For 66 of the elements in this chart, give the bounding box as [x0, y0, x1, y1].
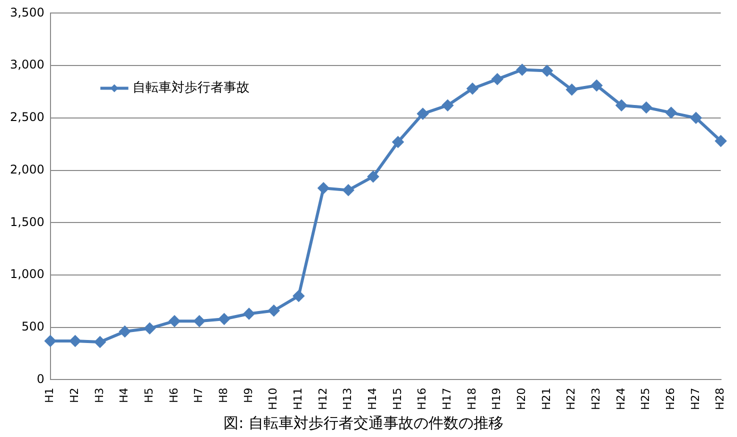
x-tick-label: H3 — [92, 388, 106, 404]
y-tick-label: 3,000 — [10, 58, 44, 72]
x-tick-label: H5 — [142, 388, 156, 404]
x-tick-label: H8 — [217, 388, 230, 404]
x-tick-label: H26 — [664, 388, 677, 410]
x-tick-label: H7 — [192, 388, 206, 404]
point — [342, 184, 354, 196]
x-tick-label: H11 — [292, 388, 305, 410]
x-tick-label: H20 — [515, 388, 528, 410]
point — [466, 83, 478, 94]
y-tick-label: 1,000 — [10, 267, 44, 282]
point — [715, 135, 726, 146]
point — [417, 108, 428, 120]
point — [442, 100, 454, 111]
text: 図: 自転車対歩行者交通事故の件数の推移 — [224, 414, 504, 432]
x-tick-label: H28 — [714, 388, 727, 410]
x-tick-label: H14 — [366, 388, 380, 410]
x-tick-label: H2 — [68, 388, 82, 404]
legend-label: 自転車対歩行者事故 — [132, 80, 250, 96]
y-tick-label: 3,500 — [10, 5, 44, 20]
point — [94, 336, 106, 348]
point — [194, 316, 205, 327]
point — [492, 74, 503, 85]
point — [44, 335, 56, 346]
point — [516, 64, 528, 76]
point — [541, 65, 552, 76]
point — [368, 171, 379, 182]
point — [666, 107, 677, 118]
x-tick-label: H21 — [540, 388, 553, 410]
y-tick-label: 2,500 — [10, 110, 44, 124]
point — [70, 335, 81, 346]
x-tick-label: H22 — [564, 388, 578, 410]
x-tick-label: H6 — [167, 388, 180, 404]
point — [591, 80, 602, 91]
x-tick-label: H4 — [118, 388, 131, 404]
point — [244, 308, 255, 320]
y-tick-label: 500 — [21, 319, 44, 334]
point — [218, 313, 230, 324]
x-tick-label: H24 — [614, 388, 628, 410]
y-tick-label: 0 — [36, 372, 44, 386]
x-tick-label: H12 — [316, 388, 330, 410]
x-tick-label: H19 — [490, 388, 504, 410]
x-tick-label: H9 — [242, 388, 255, 404]
x-tick-label: H10 — [266, 388, 280, 410]
y-tick-label: 2,000 — [10, 162, 44, 176]
point — [119, 326, 130, 338]
x-tick-label: H16 — [416, 388, 429, 410]
x-tick-label: H17 — [440, 388, 454, 410]
x-tick-label: H1 — [43, 388, 56, 404]
point — [640, 102, 652, 113]
y-tick-label: 1,500 — [10, 214, 44, 229]
x-tick-label: H15 — [390, 388, 404, 410]
point — [566, 84, 578, 96]
x-tick-label: H27 — [688, 388, 702, 410]
x-tick-label: H18 — [465, 388, 478, 410]
x-tick-label: H23 — [590, 388, 603, 410]
x-tick-label: H25 — [639, 388, 652, 410]
point — [616, 100, 627, 111]
x-tick-label: H13 — [341, 388, 354, 410]
point — [169, 316, 180, 327]
point — [144, 322, 156, 334]
point — [392, 136, 404, 148]
point — [690, 112, 702, 124]
point — [318, 182, 329, 194]
point — [293, 290, 304, 302]
point — [268, 305, 280, 316]
